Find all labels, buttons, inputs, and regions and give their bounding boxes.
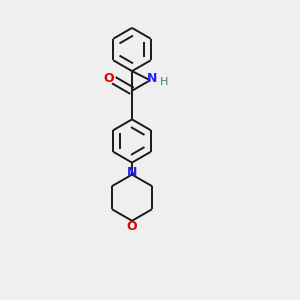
Text: O: O [127,220,137,233]
Text: N: N [146,72,157,85]
Text: H: H [160,77,168,87]
Text: O: O [103,72,114,85]
Text: N: N [127,166,137,179]
